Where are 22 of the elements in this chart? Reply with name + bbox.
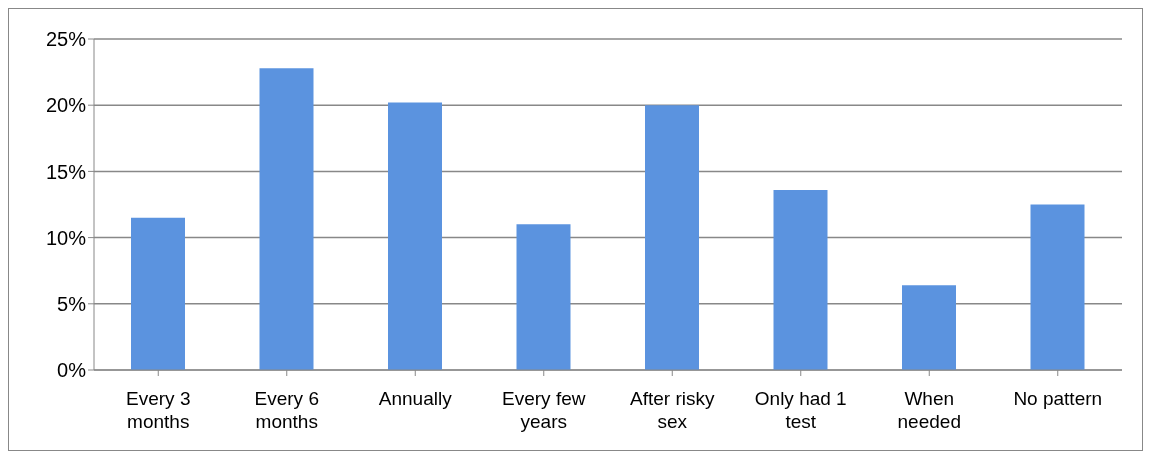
y-tick-label: 20% — [45, 94, 87, 117]
x-tick-label: Every few years — [502, 388, 586, 432]
y-tick-label: 5% — [57, 292, 87, 315]
x-tick-label: Only had 1 test — [754, 388, 847, 432]
x-tick-label: After risky sex — [630, 388, 715, 432]
x-tick-label: When needed — [897, 388, 961, 432]
bar — [259, 68, 314, 370]
bar — [388, 102, 442, 370]
y-tick-label: 10% — [45, 226, 87, 249]
bar — [902, 285, 956, 370]
y-tick-label: 25% — [45, 28, 87, 51]
y-tick-label: 15% — [45, 160, 87, 183]
bar — [773, 189, 828, 370]
bar — [131, 217, 185, 370]
x-tick-label: No pattern — [1013, 388, 1103, 410]
x-tick-label: Annually — [378, 388, 453, 410]
y-tick-label: 0% — [57, 359, 87, 382]
x-tick-label: Every 6 months — [254, 388, 319, 432]
x-tick-label: Every 3 months — [126, 388, 191, 432]
bar — [645, 105, 699, 370]
bar — [1030, 204, 1085, 370]
bar — [516, 224, 571, 370]
